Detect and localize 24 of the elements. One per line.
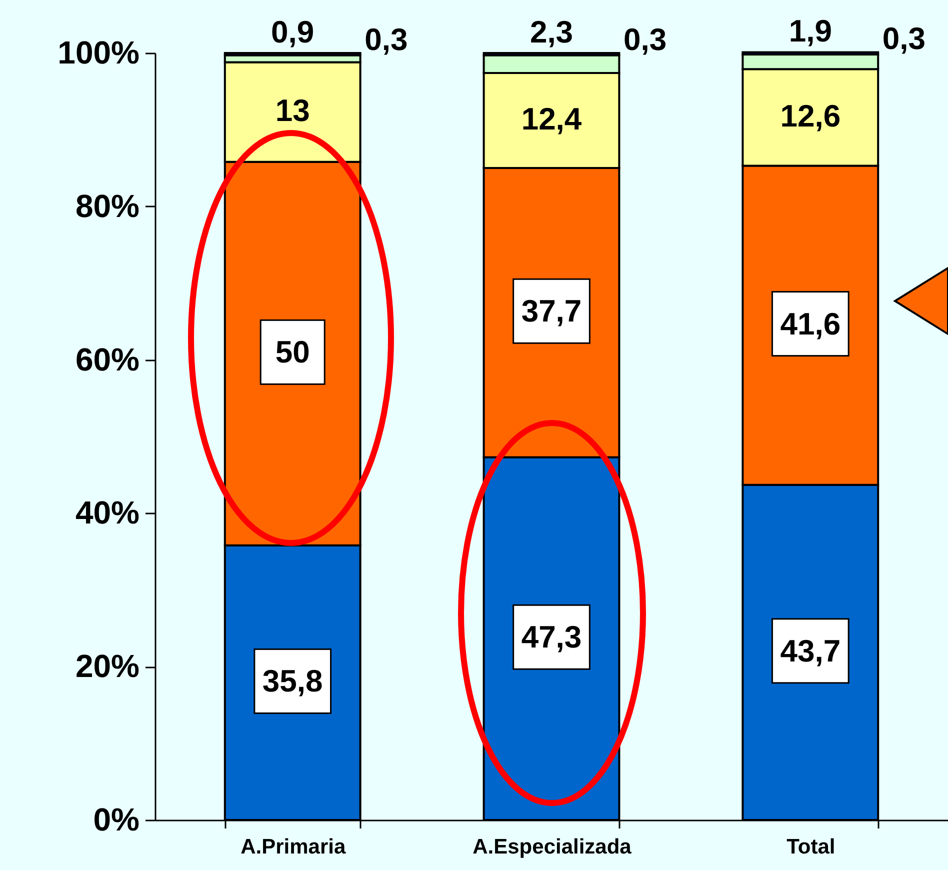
data-label: 47,3 [521,620,582,655]
data-label: 13 [275,93,310,128]
data-label: 0,3 [364,22,408,57]
y-tick-label: 40% [75,494,140,531]
data-label: 50 [275,334,310,370]
y-tick-label: 60% [75,341,140,378]
data-label: 0,9 [271,14,314,50]
y-tick-label: 100% [58,34,140,70]
data-label: 43,7 [780,633,841,668]
data-label: 0,3 [882,21,926,56]
x-tick-label: A.Primaria [240,836,346,858]
y-tick-label: 80% [75,188,140,224]
data-label: 12,6 [780,98,841,134]
x-tick-label: A.Especializada [472,836,632,858]
y-tick-label: 20% [75,648,140,684]
data-label: 35,8 [262,664,323,699]
y-tick-label: 0% [93,802,140,838]
data-label: 2,3 [530,14,574,50]
data-label: 12,4 [521,101,582,136]
data-label: 1,9 [788,14,832,49]
data-label: 0,3 [624,22,667,57]
x-tick-label: Total [786,836,836,858]
data-label: 37,7 [521,294,582,329]
data-label: 41,6 [780,306,841,342]
